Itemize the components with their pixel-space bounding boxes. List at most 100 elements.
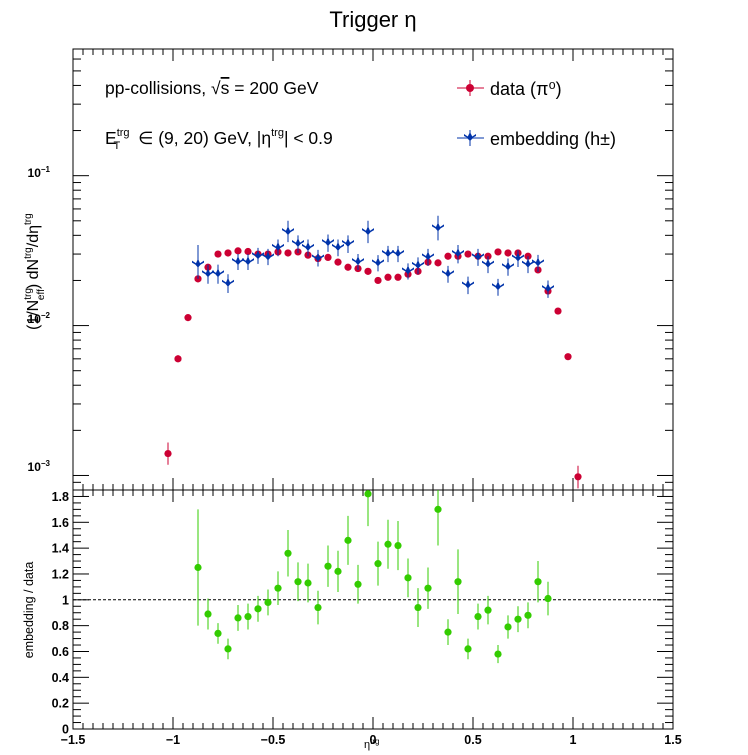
chart-title: Trigger η bbox=[329, 7, 416, 32]
bottom-y-axis-label: embedding / data bbox=[22, 562, 36, 659]
x-tick-label: 1 bbox=[570, 733, 577, 747]
embedding-point bbox=[322, 237, 334, 247]
embedding-point bbox=[422, 251, 434, 261]
legend-data-label: data (π⁰) bbox=[490, 79, 562, 99]
data-point bbox=[464, 250, 472, 258]
ratio-point bbox=[224, 645, 232, 653]
bottom-y-tick-label: 0.8 bbox=[52, 619, 69, 633]
data-point bbox=[574, 473, 582, 481]
ratio-point bbox=[444, 628, 452, 636]
embedding-point bbox=[412, 259, 424, 269]
legend: data (π⁰) embedding (h±) bbox=[457, 79, 616, 149]
embedding-point bbox=[392, 248, 404, 258]
bottom-panel-ticks bbox=[72, 489, 674, 730]
embedding-point bbox=[212, 268, 224, 278]
ratio-point bbox=[544, 594, 552, 603]
legend-embedding-label: embedding (h±) bbox=[490, 129, 616, 149]
embedding-point bbox=[222, 277, 234, 287]
legend-entry-embedding: embedding (h±) bbox=[457, 129, 616, 149]
embedding-point bbox=[542, 283, 554, 293]
embedding-point bbox=[372, 257, 384, 267]
embedding-point bbox=[252, 250, 264, 260]
annotation-trigger-cuts: Etrg T ∈ (9, 20) GeV, |ηtrg| < 0.9 bbox=[105, 127, 333, 152]
data-point bbox=[564, 353, 572, 361]
data-point bbox=[444, 252, 452, 260]
top-panel-points bbox=[164, 215, 582, 489]
x-tick-labels: −1.5 −1 −0.5 0 0.5 1 1.5 bbox=[61, 733, 682, 747]
embedding-point bbox=[262, 251, 274, 261]
embedding-point bbox=[482, 258, 494, 268]
ratio-point bbox=[194, 563, 202, 572]
embedding-point bbox=[492, 281, 504, 291]
data-point bbox=[334, 258, 342, 266]
data-point bbox=[284, 249, 292, 257]
embedding-point bbox=[202, 268, 214, 278]
ratio-point bbox=[484, 606, 492, 614]
ratio-point bbox=[314, 603, 322, 612]
ratio-point bbox=[424, 584, 432, 592]
embedding-point bbox=[192, 258, 204, 268]
bottom-y-tick-label: 0.2 bbox=[52, 697, 69, 711]
bottom-y-tick-label: 0.4 bbox=[52, 671, 69, 685]
x-tick-label: −0.5 bbox=[261, 733, 286, 747]
bottom-y-tick-label: 0.6 bbox=[52, 645, 69, 659]
legend-embedding-marker bbox=[464, 132, 476, 141]
x-tick-label: 0.5 bbox=[464, 733, 481, 747]
sqrt-s: s bbox=[221, 78, 230, 98]
ratio-point bbox=[284, 549, 292, 557]
ratio-point bbox=[304, 579, 312, 587]
embedding-point bbox=[522, 258, 534, 268]
x-tick-label: 0 bbox=[370, 733, 377, 747]
data-point bbox=[394, 273, 402, 281]
ratio-point bbox=[434, 505, 442, 513]
sqrt-sign: √ bbox=[211, 78, 221, 98]
embedding-point bbox=[532, 257, 544, 267]
embedding-point bbox=[442, 268, 454, 278]
ratio-point bbox=[244, 613, 252, 621]
legend-data-marker bbox=[466, 84, 474, 92]
embedding-point bbox=[402, 265, 414, 275]
x-tick-label: −1 bbox=[166, 733, 180, 747]
bottom-y-tick-label: 1.4 bbox=[52, 542, 69, 556]
data-point bbox=[164, 449, 172, 458]
data-point bbox=[434, 259, 442, 267]
data-point bbox=[384, 273, 392, 281]
data-point bbox=[234, 247, 242, 255]
data-point bbox=[244, 247, 252, 256]
ratio-point bbox=[504, 623, 512, 631]
data-point bbox=[504, 249, 512, 257]
ratio-point bbox=[524, 611, 532, 619]
embedding-point bbox=[292, 238, 304, 248]
data-point bbox=[224, 249, 232, 257]
embedding-point bbox=[362, 226, 374, 236]
data-point bbox=[494, 248, 502, 256]
bottom-panel-points bbox=[194, 490, 552, 664]
embedding-point bbox=[452, 248, 464, 258]
embedding-point bbox=[502, 261, 514, 271]
embedding-point bbox=[232, 256, 244, 266]
ratio-point bbox=[474, 613, 482, 621]
data-point bbox=[214, 250, 222, 258]
data-point bbox=[374, 276, 382, 285]
ratio-point bbox=[404, 574, 412, 582]
embedding-point bbox=[282, 226, 294, 236]
embedding-point bbox=[462, 279, 474, 289]
ratio-point bbox=[344, 536, 352, 544]
embedding-point bbox=[432, 222, 444, 232]
x-tick-label: −1.5 bbox=[61, 733, 86, 747]
ratio-point bbox=[204, 610, 212, 618]
ratio-point bbox=[494, 650, 502, 658]
ratio-point bbox=[364, 490, 372, 498]
embedding-point bbox=[242, 256, 254, 266]
bottom-y-tick-label: 0 bbox=[62, 723, 69, 737]
legend-entry-data: data (π⁰) bbox=[457, 79, 562, 99]
ratio-point bbox=[264, 598, 272, 606]
ratio-point bbox=[234, 614, 242, 622]
annotation-collision-system: pp-collisions, √s = 200 GeV bbox=[105, 78, 319, 98]
ratio-point bbox=[294, 578, 302, 586]
ratio-point bbox=[334, 567, 342, 575]
embedding-point bbox=[342, 238, 354, 248]
data-point bbox=[554, 307, 562, 315]
